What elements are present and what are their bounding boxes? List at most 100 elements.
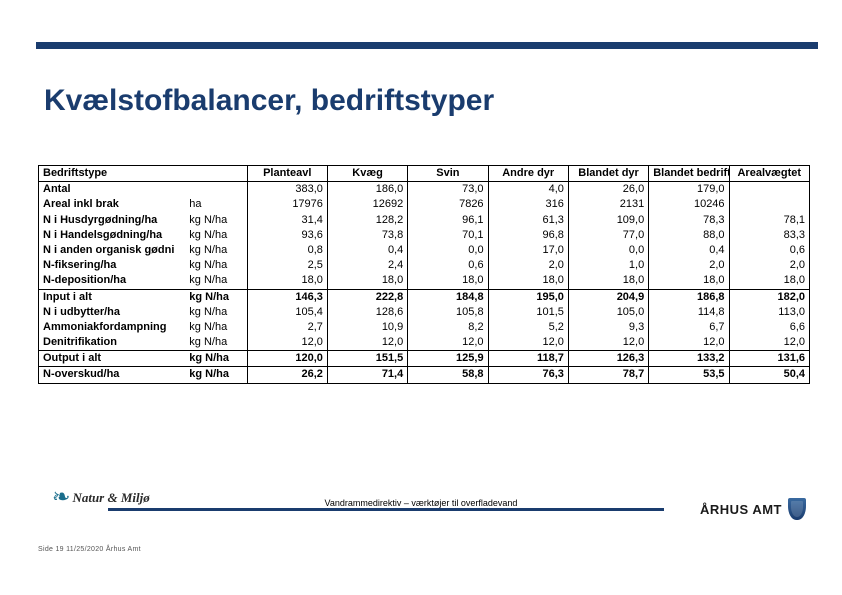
col-header: Svin (408, 166, 488, 182)
cell: 0,0 (568, 243, 648, 258)
cell: 12,0 (568, 335, 648, 351)
cell: 76,3 (488, 367, 568, 383)
table-row: N i udbytter/hakg N/ha105,4128,6105,8101… (39, 305, 810, 320)
cell: 105,4 (247, 305, 327, 320)
row-unit: kg N/ha (185, 320, 247, 335)
cell: 18,0 (488, 273, 568, 289)
table-header-row: BedriftstypePlanteavlKvægSvinAndre dyrBl… (39, 166, 810, 182)
cell: 26,2 (247, 367, 327, 383)
row-unit: kg N/ha (185, 351, 247, 367)
row-label: Ammoniakfordampning (39, 320, 186, 335)
cell: 83,3 (729, 228, 809, 243)
cell: 113,0 (729, 305, 809, 320)
cell: 2,4 (327, 258, 407, 273)
cell: 128,2 (327, 213, 407, 228)
logo-right-text: ÅRHUS AMT (700, 502, 782, 517)
row-unit: kg N/ha (185, 213, 247, 228)
cell: 77,0 (568, 228, 648, 243)
cell: 101,5 (488, 305, 568, 320)
row-unit: kg N/ha (185, 258, 247, 273)
row-unit: kg N/ha (185, 273, 247, 289)
row-unit: kg N/ha (185, 289, 247, 305)
cell: 6,6 (729, 320, 809, 335)
cell: 53,5 (649, 367, 729, 383)
cell: 383,0 (247, 182, 327, 198)
cell: 18,0 (408, 273, 488, 289)
table-row: N-fiksering/hakg N/ha2,52,40,62,01,02,02… (39, 258, 810, 273)
row-label: Areal inkl brak (39, 197, 186, 212)
cell: 2,0 (488, 258, 568, 273)
cell (729, 197, 809, 212)
col-header: Blandet bedrift (649, 166, 729, 182)
cell: 7826 (408, 197, 488, 212)
cell: 204,9 (568, 289, 648, 305)
table-row: N-deposition/hakg N/ha18,018,018,018,018… (39, 273, 810, 289)
cell: 96,8 (488, 228, 568, 243)
cell: 1,0 (568, 258, 648, 273)
cell: 96,1 (408, 213, 488, 228)
cell: 12,0 (327, 335, 407, 351)
table-row: Output i altkg N/ha120,0151,5125,9118,71… (39, 351, 810, 367)
cell: 120,0 (247, 351, 327, 367)
row-label: N i Husdyrgødning/ha (39, 213, 186, 228)
cell: 10,9 (327, 320, 407, 335)
cell: 184,8 (408, 289, 488, 305)
table-row: N i Husdyrgødning/hakg N/ha31,4128,296,1… (39, 213, 810, 228)
cell: 12,0 (408, 335, 488, 351)
table-row: N i anden organisk gødnikg N/ha0,80,40,0… (39, 243, 810, 258)
cell: 316 (488, 197, 568, 212)
table-row: N i Handelsgødning/hakg N/ha93,673,870,1… (39, 228, 810, 243)
table-body: Antal383,0186,073,04,026,0179,0Areal ink… (39, 182, 810, 383)
cell: 70,1 (408, 228, 488, 243)
row-label: N-fiksering/ha (39, 258, 186, 273)
cell: 131,6 (729, 351, 809, 367)
cell: 2,0 (649, 258, 729, 273)
row-label: Antal (39, 182, 186, 198)
cell: 0,0 (408, 243, 488, 258)
cell: 26,0 (568, 182, 648, 198)
row-label: Denitrifikation (39, 335, 186, 351)
cell: 126,3 (568, 351, 648, 367)
cell: 61,3 (488, 213, 568, 228)
table-row: N-overskud/hakg N/ha26,271,458,876,378,7… (39, 367, 810, 383)
cell: 182,0 (729, 289, 809, 305)
cell: 78,7 (568, 367, 648, 383)
row-label: Output i alt (39, 351, 186, 367)
cell: 125,9 (408, 351, 488, 367)
cell: 2,5 (247, 258, 327, 273)
row-unit: kg N/ha (185, 243, 247, 258)
cell: 93,6 (247, 228, 327, 243)
cell: 12,0 (729, 335, 809, 351)
cell: 18,0 (327, 273, 407, 289)
top-rule (36, 42, 818, 49)
logo-aarhus-amt: ÅRHUS AMT (700, 498, 806, 520)
cell: 151,5 (327, 351, 407, 367)
cell: 18,0 (649, 273, 729, 289)
cell: 186,8 (649, 289, 729, 305)
col-header: Blandet dyr (568, 166, 648, 182)
cell: 105,8 (408, 305, 488, 320)
cell: 78,1 (729, 213, 809, 228)
row-label: Input i alt (39, 289, 186, 305)
cell: 133,2 (649, 351, 729, 367)
cell: 18,0 (729, 273, 809, 289)
footer-rule (108, 508, 664, 511)
cell: 12,0 (247, 335, 327, 351)
cell: 18,0 (247, 273, 327, 289)
cell: 17976 (247, 197, 327, 212)
cell: 105,0 (568, 305, 648, 320)
cell (729, 182, 809, 198)
cell: 9,3 (568, 320, 648, 335)
row-unit: kg N/ha (185, 228, 247, 243)
cell: 12,0 (488, 335, 568, 351)
cell: 78,3 (649, 213, 729, 228)
row-unit: kg N/ha (185, 367, 247, 383)
cell: 118,7 (488, 351, 568, 367)
table-row: Denitrifikationkg N/ha12,012,012,012,012… (39, 335, 810, 351)
cell: 222,8 (327, 289, 407, 305)
cell: 12692 (327, 197, 407, 212)
col-header: Planteavl (247, 166, 327, 182)
cell: 88,0 (649, 228, 729, 243)
row-label: N-deposition/ha (39, 273, 186, 289)
row-label: N i udbytter/ha (39, 305, 186, 320)
